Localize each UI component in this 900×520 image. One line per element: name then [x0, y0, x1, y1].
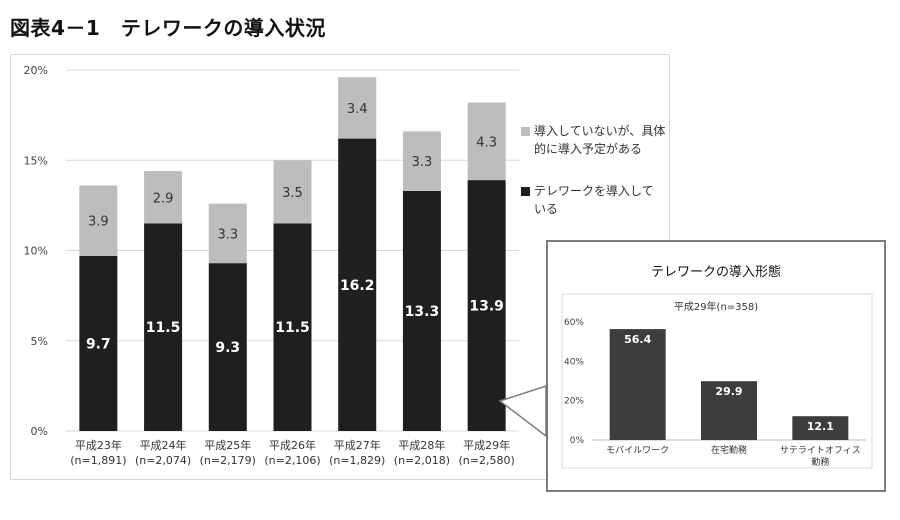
bar-value-label: 3.4 [347, 102, 368, 117]
inset-x-tick-label: 勤務 [811, 456, 829, 468]
bar-value-label: 3.3 [412, 155, 433, 170]
inset-bar [792, 416, 849, 440]
main-chart: 0% 5% 10% 15% 20% 9.7 3.9 平成23年 (n=1,891) 11.5 2.9… [24, 64, 666, 467]
bar-value-label: 2.9 [153, 191, 174, 206]
x-tick-sublabel: (n=2,580) [459, 454, 515, 467]
bar-planned [273, 160, 312, 224]
inset-bar [609, 329, 666, 440]
y-tick-label: 0% [31, 425, 48, 438]
y-tick-label: 15% [24, 154, 48, 167]
inset-y-tick-label: 20% [564, 397, 584, 407]
bar-adopted [273, 223, 312, 431]
x-tick-sublabel: (n=2,018) [394, 454, 450, 467]
x-tick-sublabel: (n=2,074) [135, 454, 191, 467]
x-tick-label: 平成28年 [398, 438, 445, 452]
inset-plot-frame [561, 293, 873, 469]
inset-x-tick-label: サテライトオフィス [780, 445, 861, 456]
bar-planned [338, 77, 377, 139]
x-tick-sublabel: (n=1,829) [329, 454, 385, 467]
x-tick-sublabel: (n=2,106) [264, 454, 320, 467]
page-title: 図表4－1 テレワークの導入状況 [10, 16, 326, 40]
bar-adopted [208, 263, 247, 431]
inset-y-tick-label: 0% [570, 436, 585, 446]
bar-planned [144, 171, 183, 224]
y-tick-label: 20% [24, 64, 48, 77]
bar-value-label: 9.3 [215, 340, 240, 356]
inset-chart-panel: テレワークの導入形態 平成29年(n=358) 0% 20% 40% 60% 56.4 モバイ… [546, 240, 886, 492]
legend-label-line: いる [534, 202, 558, 216]
inset-bar-value-label: 29.9 [715, 385, 742, 398]
bar-value-label: 9.7 [86, 336, 111, 352]
bar-value-label: 13.9 [469, 299, 504, 315]
x-tick-label: 平成29年 [463, 438, 510, 452]
legend-swatch [521, 127, 530, 136]
inset-y-tick-label: 40% [564, 357, 584, 367]
x-tick-label: 平成26年 [269, 438, 316, 452]
y-tick-label: 10% [24, 245, 48, 258]
legend-swatch [521, 187, 530, 196]
bar-planned [79, 185, 118, 256]
inset-subtitle: 平成29年(n=358) [674, 300, 758, 313]
bar-value-label: 3.3 [217, 227, 238, 242]
bar-adopted [144, 223, 183, 431]
bar-value-label: 11.5 [146, 320, 181, 336]
bar-value-label: 11.5 [275, 320, 310, 336]
bar-value-label: 3.5 [282, 186, 303, 201]
x-tick-label: 平成23年 [75, 438, 122, 452]
legend-label: テレワークを導入している [534, 184, 654, 216]
x-tick-sublabel: (n=2,179) [200, 454, 256, 467]
bar-adopted [467, 180, 506, 431]
bar-value-label: 16.2 [340, 278, 375, 294]
legend-label-line: 導入していないが、具体 [534, 123, 665, 138]
legend-label-line: 的に導入予定がある [534, 141, 642, 156]
inset-x-tick-label: 在宅勤務 [711, 444, 747, 456]
inset-bar-value-label: 56.4 [624, 333, 651, 346]
bar-value-label: 3.9 [88, 215, 109, 230]
inset-x-tick-label: モバイルワーク [606, 445, 669, 456]
x-tick-label: 平成25年 [204, 438, 251, 452]
x-tick-label: 平成24年 [140, 438, 187, 452]
inset-bar [701, 381, 757, 440]
bar-planned [208, 203, 247, 264]
bar-planned [467, 102, 506, 181]
y-tick-label: 5% [31, 335, 48, 348]
bar-value-label: 4.3 [476, 135, 497, 150]
x-tick-label: 平成27年 [334, 438, 381, 452]
legend-label: 導入していないが、具体的に導入予定がある [534, 123, 665, 156]
bar-value-label: 13.3 [405, 304, 440, 320]
inset-y-tick-label: 60% [564, 318, 584, 328]
bar-adopted [79, 255, 118, 431]
bar-adopted [338, 138, 377, 431]
inset-title: テレワークの導入形態 [651, 264, 781, 280]
inset-bar-value-label: 12.1 [807, 420, 834, 433]
x-tick-sublabel: (n=1,891) [70, 454, 126, 467]
legend-label-line: テレワークを導入して [534, 184, 654, 198]
bar-planned [402, 131, 441, 191]
bar-adopted [402, 190, 441, 431]
